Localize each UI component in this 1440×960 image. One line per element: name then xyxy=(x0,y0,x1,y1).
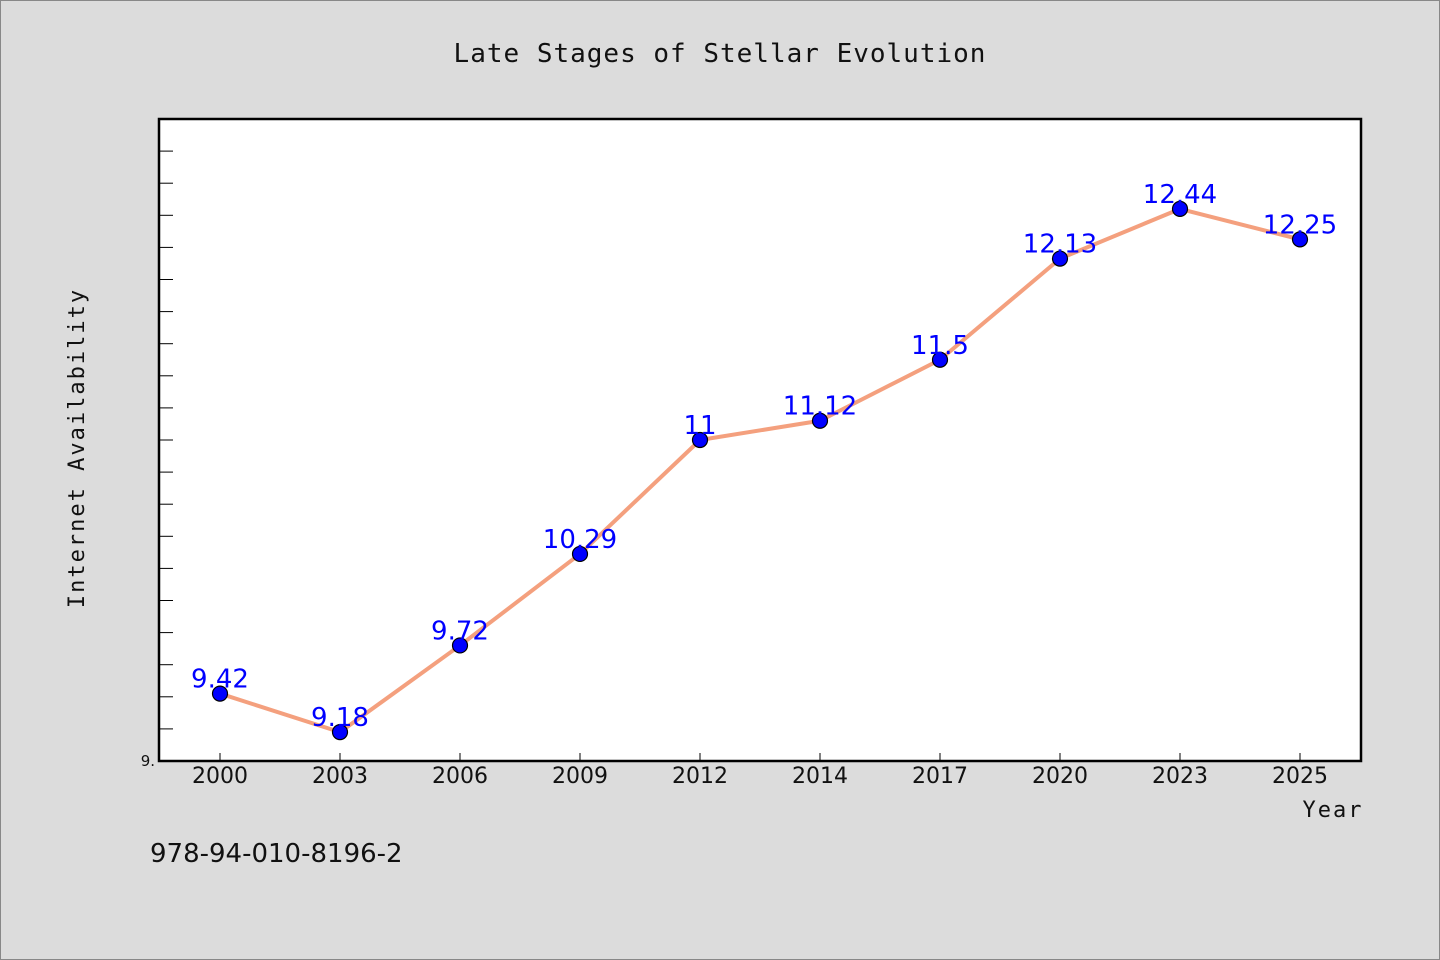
data-label: 11 xyxy=(683,411,716,441)
x-tick-label: 2006 xyxy=(432,764,488,789)
series-line xyxy=(218,206,1302,735)
plot-area xyxy=(157,117,1363,763)
x-tick-label: 2003 xyxy=(312,764,368,789)
y-tick-label: 9. xyxy=(141,752,155,770)
data-point xyxy=(331,724,349,741)
footer-code: 978-94-010-8196-2 xyxy=(150,839,403,869)
data-label: 9.18 xyxy=(311,703,369,733)
chart-title: Late Stages of Stellar Evolution xyxy=(454,39,987,69)
x-tick-label: 2012 xyxy=(672,764,728,789)
data-label-layer: 9.42 9.18 9.72 10.29 11 11.12 11.5 12.13 12.44 12… xyxy=(191,180,1337,733)
series-layer xyxy=(211,200,1309,741)
data-label: 12.13 xyxy=(1023,230,1097,260)
data-label: 9.72 xyxy=(431,616,489,646)
y-axis-label: Internet Availability xyxy=(65,288,90,608)
data-point xyxy=(1291,231,1309,248)
data-label: 12.44 xyxy=(1143,180,1217,210)
data-label: 12.25 xyxy=(1263,210,1337,240)
data-point xyxy=(691,431,709,449)
x-axis-ticks: 2000 2003 2006 2009 2012 2014 2017 2020 2023 2025 xyxy=(192,753,1328,789)
x-tick-label: 2017 xyxy=(912,764,968,789)
data-label: 11.5 xyxy=(911,331,969,361)
data-point xyxy=(211,685,229,702)
data-label: 9.42 xyxy=(191,665,249,695)
x-tick-label: 2014 xyxy=(792,764,848,789)
x-axis-label: Year xyxy=(1303,798,1364,823)
data-point xyxy=(1051,250,1069,267)
x-tick-label: 2023 xyxy=(1152,764,1208,789)
x-tick-label: 2025 xyxy=(1272,764,1328,789)
y-axis-ticks: 9. xyxy=(141,150,173,770)
data-point xyxy=(451,637,469,654)
x-tick-label: 2000 xyxy=(192,764,248,789)
data-point xyxy=(571,545,589,563)
data-point xyxy=(1171,200,1189,217)
data-label: 11.12 xyxy=(783,392,857,422)
x-tick-label: 2009 xyxy=(552,764,608,789)
data-label: 10.29 xyxy=(543,525,617,555)
data-point xyxy=(811,412,829,429)
data-point xyxy=(931,351,949,368)
x-tick-label: 2020 xyxy=(1032,764,1088,789)
